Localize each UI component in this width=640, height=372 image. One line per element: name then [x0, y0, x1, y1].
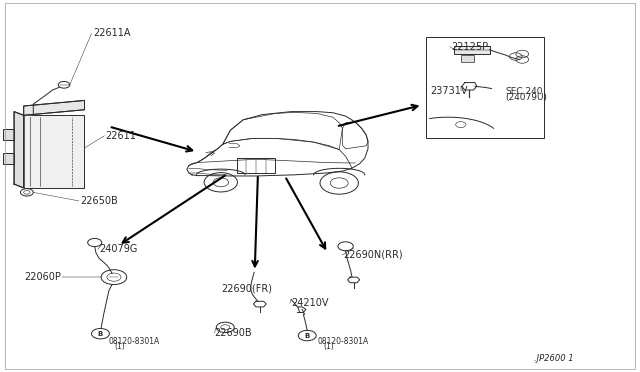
Text: 22690(FR): 22690(FR) [221, 283, 272, 293]
Text: SEC.240: SEC.240 [506, 87, 543, 96]
Bar [24, 115, 84, 188]
Text: (1): (1) [114, 342, 125, 351]
Text: 22611A: 22611A [93, 29, 131, 38]
Bar [3, 129, 14, 140]
Bar [461, 55, 474, 62]
Bar [237, 158, 275, 173]
Text: 22060P: 22060P [24, 272, 61, 282]
Text: B: B [98, 331, 103, 337]
Polygon shape [14, 112, 24, 188]
Text: 22650B: 22650B [80, 196, 118, 206]
Bar [426, 37, 544, 138]
Text: 22690N(RR): 22690N(RR) [344, 250, 403, 260]
Text: 22125P: 22125P [451, 42, 488, 51]
Text: 24210V: 24210V [291, 298, 329, 308]
Text: 08120-8301A: 08120-8301A [109, 337, 160, 346]
Text: 23731V: 23731V [430, 86, 468, 96]
Text: (1): (1) [324, 342, 335, 351]
Text: 22611: 22611 [106, 131, 136, 141]
Bar [454, 46, 490, 54]
Text: 22690B: 22690B [214, 328, 252, 338]
Polygon shape [24, 100, 84, 115]
Text: 24079G: 24079G [99, 244, 138, 254]
Text: .JP2600 1: .JP2600 1 [534, 354, 574, 363]
Bar [3, 153, 14, 164]
Text: 08120-8301A: 08120-8301A [317, 337, 369, 346]
Text: (24079U): (24079U) [506, 93, 548, 102]
Text: B: B [305, 333, 310, 339]
